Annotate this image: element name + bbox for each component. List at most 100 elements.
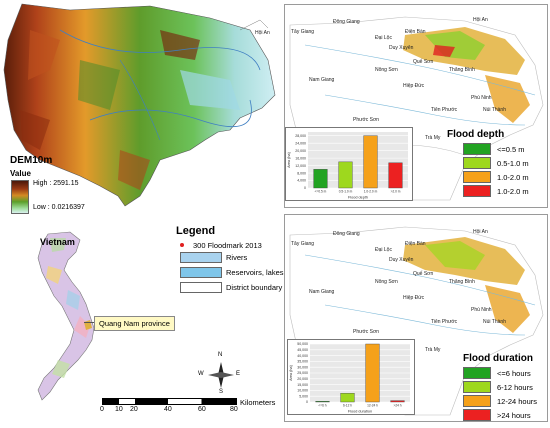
chart-y-tick-label: 16,000 (295, 156, 306, 160)
district-label: Phú Ninh (471, 307, 492, 313)
chart-y-tick-label: 20,000 (295, 149, 306, 153)
legend-title: Legend (176, 225, 216, 237)
district-swatch (180, 282, 222, 293)
compass-e: E (236, 371, 241, 377)
district-label: Hiệp Đức (403, 295, 425, 301)
chart-y-axis-label: Area (ha) (287, 151, 291, 168)
district-label: Phú Ninh (471, 95, 492, 101)
flood-duration-legend-title: Flood duration (463, 353, 533, 364)
district-label: Nông Sơn (375, 67, 398, 73)
chart-y-tick-label: 8,000 (297, 171, 306, 175)
dem-place-label: Hội An (255, 30, 270, 36)
scale-tick: 60 (198, 406, 206, 413)
chart-x-tick-label: 0.5-1.0 m (339, 190, 353, 194)
legend-item-rivers: Rivers (180, 252, 247, 263)
chart-bar (313, 169, 328, 189)
legend-item-label: Reservoirs, lakes (226, 268, 284, 277)
chart-x-axis-label: Flood duration (348, 410, 372, 414)
north-arrow: N S E W (198, 352, 240, 395)
chart-x-tick-label: 6-12 h (343, 404, 352, 408)
district-label: Phước Sơn (353, 117, 380, 123)
legend-item-reservoirs: Reservoirs, lakes (180, 267, 284, 278)
district-label: Trà My (425, 135, 441, 141)
chart-x-axis-label: Flood depth (348, 196, 368, 200)
district-label: Điện Bàn (405, 29, 426, 35)
district-label: Hội An (473, 229, 488, 235)
chart-y-tick-label: 50,000 (297, 342, 308, 346)
flood-depth-panel: Đông Giang Tây Giang Đại Lộc Điện Bàn Hộ… (284, 4, 548, 208)
scale-unit: Kilometers (240, 398, 276, 407)
dem-title: DEM10m (10, 155, 53, 166)
district-label: Đại Lộc (375, 35, 392, 41)
flood-depth-chart: 0 4,000 8,000 12,000 16,000 20,000 24,000 28,00… (285, 127, 413, 201)
scale-bar: 0 10 20 40 60 80 (100, 398, 242, 420)
flood-depth-legend-item: 1.0-2.0 m (463, 185, 529, 197)
chart-bar (390, 400, 405, 403)
flood-duration-legend-item: 12-24 hours (463, 395, 537, 407)
chart-y-tick-label: 35,000 (297, 360, 308, 364)
chart-y-tick-label: 5,000 (299, 394, 308, 398)
district-label: Hội An (473, 17, 488, 23)
flood-depth-legend-item: 1.0-2.0 m (463, 171, 529, 183)
legend-item-label: 300 Floodmark 2013 (193, 241, 262, 250)
compass-w: W (198, 371, 204, 377)
legend-item-label: Rivers (226, 253, 248, 262)
province-callout: Quang Nam province (94, 316, 175, 331)
chart-y-tick-label: 24,000 (295, 141, 306, 145)
chart-x-tick-label: 1.0-2.0 m (364, 190, 378, 194)
chart-x-tick-label: >2.0 m (391, 190, 401, 194)
dem-high-label: High : 2591.15 (33, 180, 79, 187)
chart-bar (338, 161, 353, 189)
district-label: Tây Giang (291, 241, 315, 247)
chart-y-tick-label: 20,000 (297, 377, 308, 381)
scale-tick: 40 (164, 406, 172, 413)
chart-y-axis-label: Area (ha) (289, 364, 293, 381)
district-label: Nông Sơn (375, 279, 398, 285)
district-label: Đông Giang (333, 231, 360, 237)
chart-x-tick-label: 12-24 h (367, 404, 378, 408)
scale-tick: 20 (130, 406, 138, 413)
chart-y-tick-label: 0 (306, 400, 308, 404)
legend-label: 6-12 hours (497, 382, 533, 392)
legend-swatch (463, 367, 491, 379)
legend-swatch (463, 409, 491, 421)
chart-y-tick-label: 30,000 (297, 365, 308, 369)
chart-bar (388, 162, 403, 189)
chart-bar (365, 343, 380, 403)
chart-x-tick-label: >24 h (393, 404, 401, 408)
compass-s: S (219, 389, 224, 395)
legend-swatch (463, 395, 491, 407)
legend-label: <=0.5 m (497, 144, 525, 154)
scale-bar-segments (102, 398, 237, 405)
legend-item-floodmark: 300 Floodmark 2013 (180, 241, 262, 250)
chart-y-tick-label: 40,000 (297, 354, 308, 358)
rivers-swatch (180, 252, 222, 263)
dem-low-label: Low : 0.0216397 (33, 204, 85, 211)
reservoirs-swatch (180, 267, 222, 278)
district-label: Nam Giang (309, 289, 335, 295)
chart-y-tick-label: 0 (304, 186, 306, 190)
chart-bar (363, 135, 378, 189)
chart-y-tick-label: 45,000 (297, 348, 308, 352)
legend-item-label: District boundary (226, 283, 283, 292)
chart-bar (315, 401, 330, 403)
chart-y-tick-label: 25,000 (297, 371, 308, 375)
chart-y-tick-label: 12,000 (295, 164, 306, 168)
scale-tick: 80 (230, 406, 238, 413)
district-label: Núi Thành (483, 319, 506, 325)
district-label: Duy Xuyên (389, 45, 414, 51)
chart-y-tick-label: 15,000 (297, 383, 308, 387)
district-label: Quế Sơn (413, 59, 434, 65)
district-label: Thăng Bình (449, 279, 475, 285)
flood-duration-chart: 0 5,000 10,000 15,000 20,000 25,000 30,000 35,0… (287, 339, 415, 415)
district-label: Thăng Bình (449, 67, 475, 73)
legend-label: >24 hours (497, 410, 531, 420)
compass-rose-icon (208, 362, 234, 388)
legend-swatch (463, 157, 491, 169)
chart-x-tick-label: <=6 h (318, 404, 326, 408)
scale-tick: 0 (100, 406, 104, 413)
legend-swatch (463, 381, 491, 393)
floodmark-dot-icon (180, 243, 184, 247)
inset-country-label: Vietnam (40, 237, 75, 247)
